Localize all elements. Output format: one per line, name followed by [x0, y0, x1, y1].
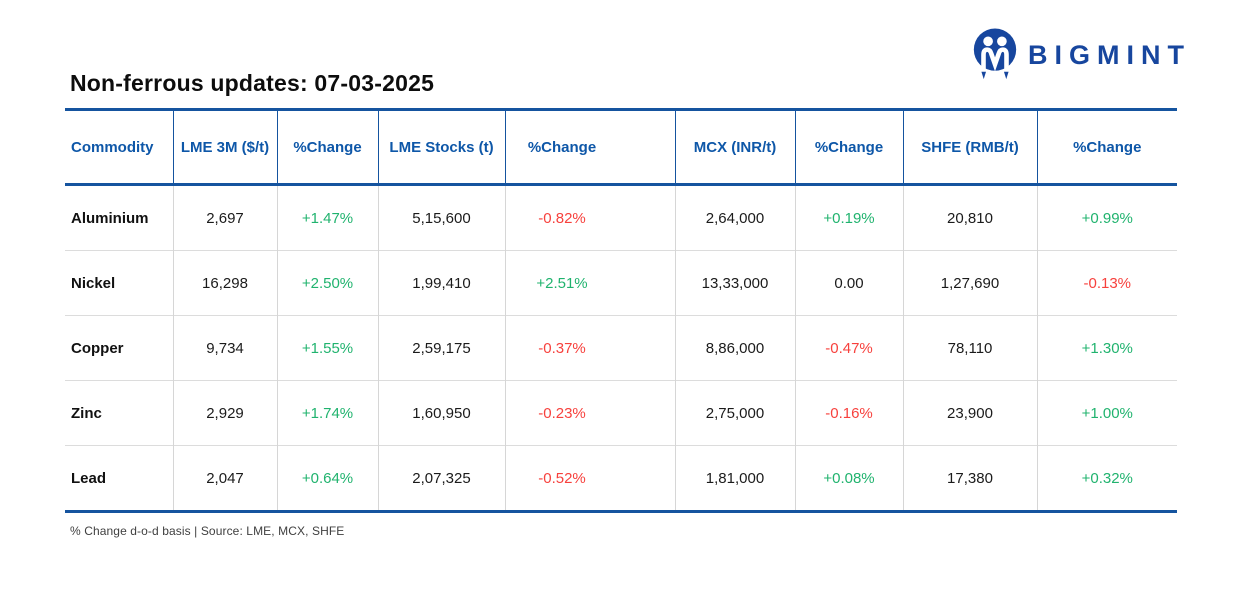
column-header-0: Commodity	[65, 109, 173, 186]
column-header-4: %Change	[504, 109, 675, 186]
value-cell: 2,75,000	[674, 380, 795, 446]
column-header-1: LME 3M ($/t)	[172, 109, 277, 186]
source-note: % Change d-o-d basis | Source: LME, MCX,…	[70, 524, 345, 538]
value-cell: 5,15,600	[377, 184, 505, 251]
value-cell: 13,33,000	[674, 250, 795, 316]
value-cell: 17,380	[902, 445, 1037, 512]
pct-change-cell: +0.08%	[794, 445, 903, 512]
column-header-7: SHFE (RMB/t)	[902, 109, 1037, 186]
value-cell: 2,07,325	[377, 445, 505, 512]
value-cell: 16,298	[172, 250, 277, 316]
value-cell: 20,810	[902, 184, 1037, 251]
brand-name: BIGMINT	[1028, 39, 1191, 70]
table-row-lead: Lead 2,047 +0.64% 2,07,325 -0.52% 1,81,000 +0.…	[65, 445, 1177, 512]
pct-change-cell: +1.00%	[1036, 380, 1177, 446]
pct-change-cell: +1.30%	[1036, 315, 1177, 381]
pct-change-cell: -0.23%	[504, 380, 675, 446]
pct-change-cell: +1.74%	[276, 380, 378, 446]
pct-change-cell: +1.47%	[276, 184, 378, 251]
commodity-name: Zinc	[65, 380, 173, 446]
value-cell: 78,110	[902, 315, 1037, 381]
value-cell: 8,86,000	[674, 315, 795, 381]
bigmint-logo: BIGMINT	[972, 28, 1191, 80]
pct-change-cell: +1.55%	[276, 315, 378, 381]
pct-change-cell: -0.82%	[504, 184, 675, 251]
pct-change-cell: -0.47%	[794, 315, 903, 381]
table-row-copper: Copper 9,734 +1.55% 2,59,175 -0.37% 8,86,000-…	[65, 315, 1177, 381]
pct-change-cell: -0.13%	[1036, 250, 1177, 316]
commodity-name: Copper	[65, 315, 173, 381]
value-cell: 2,59,175	[377, 315, 505, 381]
table-row-aluminium: Aluminium 2,697 +1.47% 5,15,600 -0.82% 2,64,0…	[65, 184, 1177, 251]
pct-change-cell: +2.50%	[276, 250, 378, 316]
pct-change-cell: +0.19%	[794, 184, 903, 251]
pct-change-cell: +0.64%	[276, 445, 378, 512]
table-row-nickel: Nickel 16,298 +2.50% 1,99,410 +2.51% 13,33,00…	[65, 250, 1177, 316]
value-cell: 1,60,950	[377, 380, 505, 446]
column-header-8: %Change	[1036, 109, 1177, 186]
table-row-zinc: Zinc 2,929 +1.74% 1,60,950 -0.23% 2,75,000 -0.…	[65, 380, 1177, 446]
value-cell: 23,900	[902, 380, 1037, 446]
value-cell: 1,99,410	[377, 250, 505, 316]
table-body: Aluminium 2,697 +1.47% 5,15,600 -0.82% 2,64,0…	[65, 184, 1177, 512]
table-header-row: Commodity LME 3M ($/t) %Change LME Stocks (…	[65, 109, 1177, 186]
column-header-5: MCX (INR/t)	[674, 109, 795, 186]
commodity-name: Lead	[65, 445, 173, 512]
value-cell: 2,64,000	[674, 184, 795, 251]
value-cell: 9,734	[172, 315, 277, 381]
column-header-2: %Change	[276, 109, 378, 186]
pct-change-cell: +2.51%	[504, 250, 675, 316]
pct-change-cell: +0.99%	[1036, 184, 1177, 251]
value-cell: 1,27,690	[902, 250, 1037, 316]
pct-change-cell: +0.32%	[1036, 445, 1177, 512]
value-cell: 1,81,000	[674, 445, 795, 512]
pct-change-cell: -0.16%	[794, 380, 903, 446]
column-header-3: LME Stocks (t)	[377, 109, 505, 186]
pct-change-cell: -0.37%	[504, 315, 675, 381]
pct-change-cell: -0.52%	[504, 445, 675, 512]
pct-change-cell: 0.00	[794, 250, 903, 316]
page-title: Non-ferrous updates: 07-03-2025	[70, 70, 435, 96]
commodity-table: Commodity LME 3M ($/t) %Change LME Stocks (…	[65, 108, 1177, 513]
commodity-name: Aluminium	[65, 184, 173, 251]
bigmint-logo-icon	[973, 28, 1017, 80]
column-header-6: %Change	[794, 109, 903, 186]
value-cell: 2,697	[172, 184, 277, 251]
commodity-name: Nickel	[65, 250, 173, 316]
value-cell: 2,929	[172, 380, 277, 446]
value-cell: 2,047	[172, 445, 277, 512]
